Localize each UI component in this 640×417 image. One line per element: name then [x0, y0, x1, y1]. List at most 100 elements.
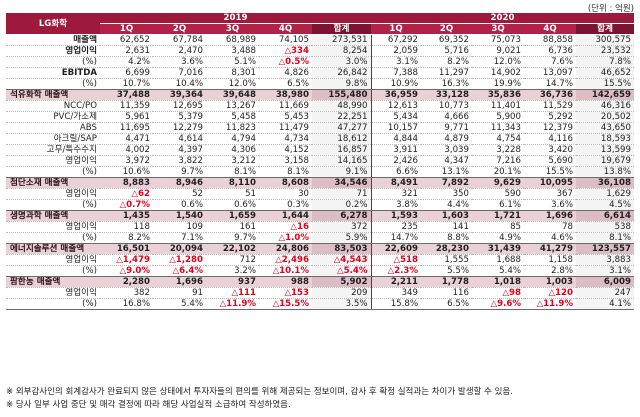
- table-cell: △4,543: [312, 254, 371, 266]
- table-row: 매출액 62,652 67,784 68,989 74,105 273,531 67,292…: [6, 34, 634, 46]
- table-cell: 14.7%: [370, 232, 421, 244]
- table-cell: 1,696: [524, 210, 576, 222]
- table-cell: 9.7%: [153, 166, 206, 178]
- table-cell: 10.9%: [370, 78, 421, 90]
- table-cell: 11,529: [524, 100, 576, 112]
- table-cell: 67,292: [370, 34, 421, 46]
- table-cell: 20.1%: [472, 166, 524, 178]
- table-cell: 235: [370, 221, 421, 233]
- table-cell: 1,659: [206, 210, 259, 222]
- table-cell: △10.1%: [259, 265, 312, 277]
- table-cell: 3.1%: [370, 56, 421, 68]
- table-cell: 67,784: [153, 34, 206, 46]
- table-cell: 30: [259, 188, 312, 200]
- table-cell: 4,002: [100, 144, 153, 156]
- table-cell: 209: [312, 287, 371, 299]
- table-cell: 4.9%: [472, 232, 524, 244]
- table-cell: 3,420: [524, 144, 576, 156]
- table-cell: 367: [524, 188, 576, 200]
- table-cell: 11,823: [206, 122, 259, 134]
- table-cell: 36,959: [370, 89, 421, 101]
- row-label: 매출액: [6, 34, 100, 46]
- table-cell: 3.0%: [312, 56, 371, 68]
- table-cell: 3,039: [421, 144, 472, 156]
- table-cell: 988: [259, 276, 312, 288]
- table-cell: 2.8%: [524, 265, 576, 277]
- table-cell: 141: [421, 221, 472, 233]
- table-cell: 16.8%: [100, 298, 153, 310]
- table-cell: 0.3%: [259, 199, 312, 211]
- table-cell: 15.5%: [576, 78, 634, 90]
- table-cell: 6,278: [312, 210, 371, 222]
- table-cell: 26,842: [312, 67, 371, 79]
- table-cell: △62: [100, 188, 153, 200]
- row-label: 영업이익: [6, 221, 100, 233]
- table-cell: △11.9%: [206, 298, 259, 310]
- quarter-header: 3Q: [206, 23, 259, 35]
- table-row: (%) 8.2% 7.1% 9.7% △1.0% 5.9% 14.7% 8.8% 4.9% 4.6…: [6, 232, 634, 244]
- table-cell: 12.0%: [472, 56, 524, 68]
- table-cell: 4,879: [421, 133, 472, 145]
- table-cell: 6,699: [100, 67, 153, 79]
- table-cell: 78: [524, 221, 576, 233]
- table-cell: 321: [370, 188, 421, 200]
- table-cell: △98: [472, 287, 524, 299]
- table-cell: △334: [259, 45, 312, 57]
- table-cell: 1,696: [153, 276, 206, 288]
- table-cell: 4,347: [421, 155, 472, 167]
- table-cell: 13,267: [206, 100, 259, 112]
- row-label: 팜한농 매출액: [6, 276, 100, 288]
- table-cell: 4,794: [206, 133, 259, 145]
- table-row: (%) 10.7% 10.4% 12.0% 6.5% 9.8% 10.9% 16.3% 19.9…: [6, 78, 634, 90]
- table-cell: 10,157: [370, 122, 421, 134]
- row-label: (%): [6, 78, 100, 90]
- table-cell: 3,911: [370, 144, 421, 156]
- table-cell: 273,531: [312, 34, 371, 46]
- table-cell: 4,471: [100, 133, 153, 145]
- table-cell: 1,435: [100, 210, 153, 222]
- table-cell: 3.8%: [370, 199, 421, 211]
- table-cell: 11,343: [472, 122, 524, 134]
- table-cell: 6.1%: [472, 199, 524, 211]
- table-cell: 3,212: [206, 155, 259, 167]
- table-body: 매출액 62,652 67,784 68,989 74,105 273,531 67,292…: [6, 34, 634, 310]
- table-cell: 62,652: [100, 34, 153, 46]
- table-cell: 8.1%: [206, 166, 259, 178]
- table-cell: 12.0%: [206, 78, 259, 90]
- table-cell: 109: [153, 221, 206, 233]
- table-cell: 11,479: [259, 122, 312, 134]
- table-cell: 14.7%: [524, 78, 576, 90]
- table-cell: 23,532: [576, 45, 634, 57]
- table-cell: 123,557: [576, 243, 634, 255]
- table-cell: 7,216: [472, 155, 524, 167]
- table-cell: 1,778: [421, 276, 472, 288]
- financial-table: LG화학 2019 2020 1Q 2Q 3Q 4Q 합계 1Q 2Q 3Q 4…: [6, 13, 634, 310]
- row-label: EBITDA: [6, 67, 100, 79]
- table-cell: 8.2%: [421, 56, 472, 68]
- table-cell: △2,496: [259, 254, 312, 266]
- table-cell: 1,644: [259, 210, 312, 222]
- table-cell: 2,280: [100, 276, 153, 288]
- table-cell: 2,426: [370, 155, 421, 167]
- table-cell: 1,688: [472, 254, 524, 266]
- table-row: 고무/특수수지 4,002 4,397 4,306 4,152 16,857 3,911 3,…: [6, 144, 634, 156]
- table-cell: 8,491: [370, 177, 421, 189]
- table-cell: 15.8%: [370, 298, 421, 310]
- table-cell: 10.6%: [100, 166, 153, 178]
- table-cell: 300,575: [576, 34, 634, 46]
- table-cell: 8,883: [100, 177, 153, 189]
- table-cell: △1.0%: [259, 232, 312, 244]
- table-cell: 3,972: [100, 155, 153, 167]
- table-cell: 14,165: [312, 155, 371, 167]
- table-cell: 36,736: [524, 89, 576, 101]
- table-cell: 4,754: [472, 133, 524, 145]
- quarter-header: 2Q: [153, 23, 206, 35]
- row-label: 영업이익: [6, 254, 100, 266]
- table-cell: 1,003: [524, 276, 576, 288]
- table-cell: 18,593: [576, 133, 634, 145]
- table-cell: 36,108: [576, 177, 634, 189]
- table-cell: 7,388: [370, 67, 421, 79]
- table-cell: 7.8%: [576, 56, 634, 68]
- table-cell: 19.9%: [472, 78, 524, 90]
- table-cell: 5,716: [421, 45, 472, 57]
